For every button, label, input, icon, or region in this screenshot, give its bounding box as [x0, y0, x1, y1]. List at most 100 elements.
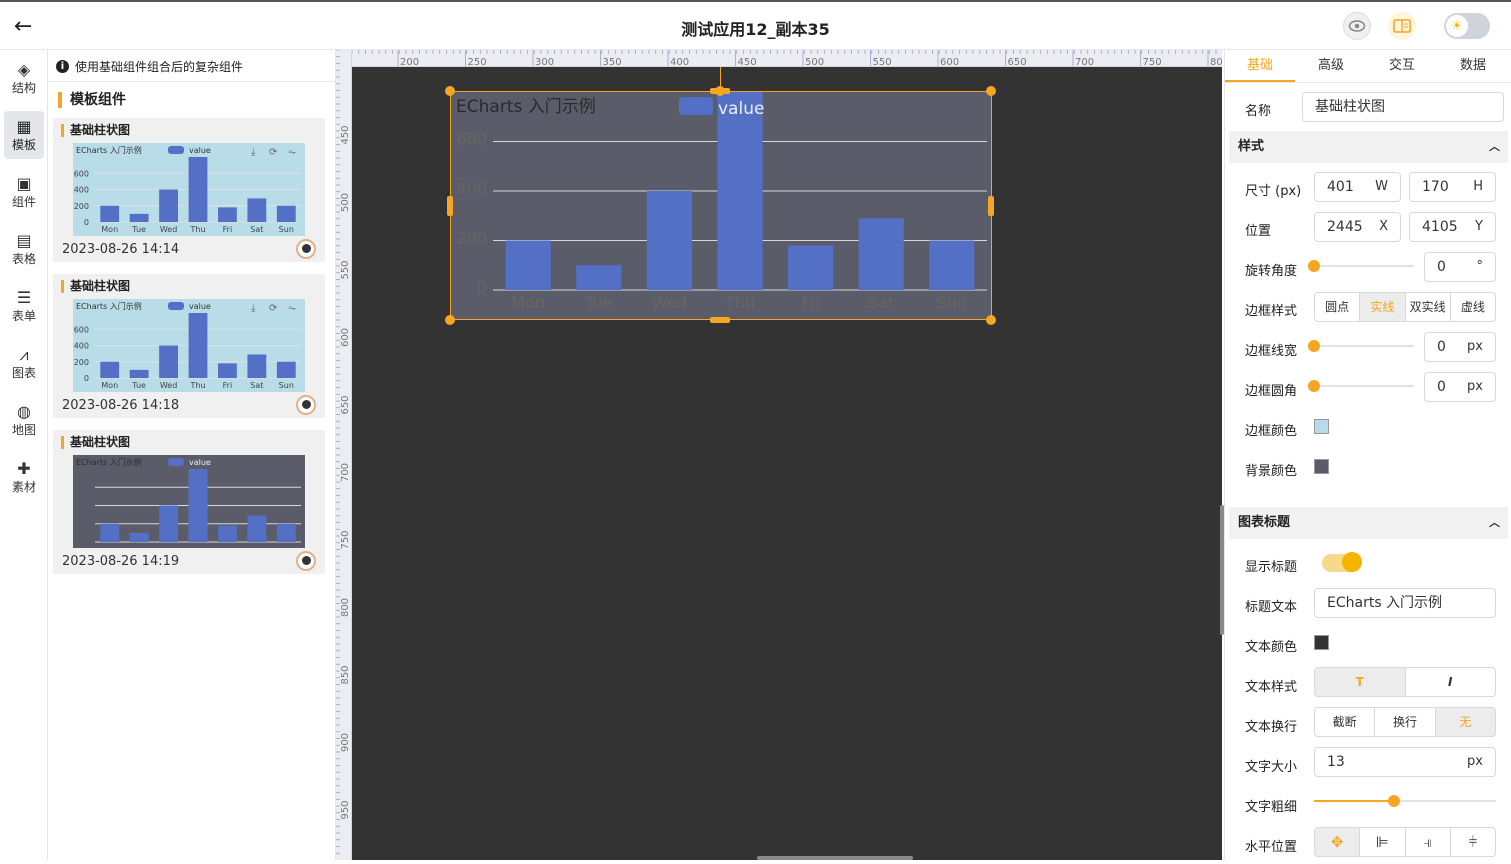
height-input[interactable]: 170 H: [1409, 172, 1496, 202]
bar-sat: [247, 515, 267, 542]
border-radius-input[interactable]: 0 px: [1424, 372, 1496, 402]
download-icon: ⤓: [251, 147, 256, 158]
bar-sat: [247, 354, 267, 378]
refresh-icon: ⟳: [269, 303, 278, 314]
legend-label: value: [189, 146, 211, 155]
bar-wed: [159, 189, 178, 222]
ruler-label: 550: [340, 260, 351, 279]
nav-item-chart[interactable]: ⩘ 图表: [4, 339, 44, 387]
name-input[interactable]: 基础柱状图: [1302, 92, 1504, 122]
title-text-input[interactable]: ECharts 入门示例: [1314, 588, 1496, 618]
text-wrap-option[interactable]: 无: [1435, 708, 1495, 736]
rotate-input[interactable]: 0 °: [1424, 252, 1496, 282]
x-input[interactable]: 2445 X: [1314, 212, 1401, 242]
border-color-swatch[interactable]: [1314, 419, 1329, 434]
nav-item-components[interactable]: ▣ 组件: [4, 168, 44, 216]
tab-interaction[interactable]: 交互: [1388, 58, 1415, 73]
text-wrap-option[interactable]: 截断: [1315, 708, 1376, 736]
resize-handle[interactable]: [445, 315, 455, 325]
slider-knob[interactable]: [1308, 340, 1320, 352]
x-tick-label: Sat: [868, 293, 894, 312]
docs-book-icon[interactable]: [1388, 12, 1416, 40]
border-style-option[interactable]: 圆点: [1315, 293, 1361, 321]
layers-icon: ◈: [17, 59, 31, 79]
style-section-header[interactable]: 样式 ︿: [1229, 131, 1508, 163]
template-card[interactable]: 基础柱状图 0 200 400 600 Mon Tue Wed Thu Fri Sat Sun ECha…: [53, 118, 325, 262]
canvas-horizontal-scrollbar[interactable]: [757, 856, 913, 860]
nav-label: 表格: [11, 251, 36, 266]
canvas-vertical-scrollbar[interactable]: [1220, 505, 1224, 635]
tab-advanced[interactable]: 高级: [1317, 58, 1344, 73]
rotate-label: 旋转角度: [1245, 264, 1298, 279]
tab-basic[interactable]: 基础: [1225, 50, 1295, 82]
chart-title-section-header[interactable]: 图表标题 ︿: [1229, 507, 1508, 539]
template-card[interactable]: 基础柱状图 ECharts 入门示例 value 2023-08-26 14:19: [53, 430, 325, 574]
theme-toggle[interactable]: ☀: [1444, 13, 1490, 39]
resize-bar-handle[interactable]: [988, 196, 994, 216]
x-tick-label: Tue: [131, 381, 146, 390]
align-center-icon[interactable]: ✥: [1315, 828, 1361, 856]
nav-item-table[interactable]: ▤ 表格: [4, 225, 44, 273]
x-tick-label: Tue: [131, 225, 146, 234]
text-wrap-option[interactable]: 换行: [1375, 708, 1436, 736]
nav-label: 表单: [11, 308, 36, 323]
template-card-title: 基础柱状图: [61, 124, 130, 137]
show-title-switch[interactable]: [1322, 552, 1362, 572]
resize-bar-handle[interactable]: [710, 317, 730, 323]
template-info-text: 使用基础组件组合后的复杂组件: [75, 60, 244, 74]
back-arrow-icon[interactable]: ←: [14, 14, 33, 39]
chevron-up-icon[interactable]: ︿: [1489, 516, 1500, 529]
bg-color-label: 背景颜色: [1245, 464, 1298, 479]
nav-item-layers[interactable]: ◈ 结构: [4, 54, 44, 102]
slider-knob[interactable]: [1308, 260, 1320, 272]
resize-bar-handle[interactable]: [710, 88, 730, 94]
template-card[interactable]: 基础柱状图 0 200 400 600 Mon Tue Wed Thu Fri Sat Sun ECha…: [53, 274, 325, 418]
align-right-icon[interactable]: ⫣: [1406, 828, 1451, 856]
bg-color-swatch[interactable]: [1314, 459, 1329, 474]
rotate-slider[interactable]: [1308, 260, 1414, 272]
text-style-option[interactable]: T: [1315, 668, 1406, 696]
text-color-swatch[interactable]: [1314, 635, 1329, 650]
nav-item-template[interactable]: ▦ 模板: [4, 111, 44, 159]
font-weight-slider[interactable]: [1314, 795, 1496, 807]
width-input[interactable]: 401 W: [1314, 172, 1401, 202]
chevron-up-icon[interactable]: ︿: [1489, 140, 1500, 153]
ruler-label: 750: [1143, 57, 1162, 67]
tab-data[interactable]: 数据: [1459, 58, 1486, 73]
ruler-label: 900: [340, 733, 351, 752]
border-style-option[interactable]: 虚线: [1460, 300, 1485, 314]
border-width-input[interactable]: 0 px: [1424, 332, 1496, 362]
font-size-input[interactable]: 13 px: [1314, 747, 1496, 777]
font-size-input-value: 13: [1327, 754, 1345, 770]
ruler-label: 550: [873, 57, 892, 67]
refresh-icon: ⟳: [269, 147, 278, 158]
y-input[interactable]: 4105 Y: [1409, 212, 1496, 242]
border-radius-slider[interactable]: [1308, 380, 1414, 392]
chart-title: ECharts 入门示例: [76, 457, 142, 467]
y-tick-label: 400: [74, 342, 89, 351]
resize-bar-handle[interactable]: [447, 196, 453, 216]
text-wrap-label: 文本换行: [1245, 720, 1298, 735]
align-left-icon[interactable]: ⊫: [1360, 828, 1406, 856]
border-style-option[interactable]: 双实线: [1406, 293, 1451, 321]
text-color-label: 文本颜色: [1245, 640, 1298, 655]
resize-handle[interactable]: [445, 86, 455, 96]
slider-knob[interactable]: [1388, 795, 1401, 807]
nav-item-puzzle[interactable]: ✚ 素材: [4, 453, 44, 501]
text-style-option[interactable]: I: [1448, 675, 1453, 689]
border-style-option[interactable]: 实线: [1360, 293, 1406, 321]
nav-item-form[interactable]: ☰ 表单: [4, 282, 44, 330]
template-heading: 模板组件: [58, 92, 126, 108]
x-tick-label: Wed: [160, 381, 177, 390]
resize-handle[interactable]: [986, 315, 996, 325]
resize-handle[interactable]: [986, 86, 996, 96]
bar-fri: [218, 207, 237, 222]
selected-chart-component[interactable]: 0 200 400 600 Mon Tue Wed Thu Fri Sat Sun ECharts 入…: [450, 91, 992, 320]
text-wrap: 截断 换行无: [1314, 707, 1496, 737]
align-middle-icon[interactable]: ⫩: [1468, 833, 1478, 851]
border-width-slider[interactable]: [1308, 340, 1414, 352]
y-tick-label: 0: [84, 374, 89, 383]
slider-knob[interactable]: [1308, 380, 1320, 392]
preview-eye-icon[interactable]: [1343, 12, 1371, 40]
nav-item-globe[interactable]: ◍ 地图: [4, 396, 44, 444]
